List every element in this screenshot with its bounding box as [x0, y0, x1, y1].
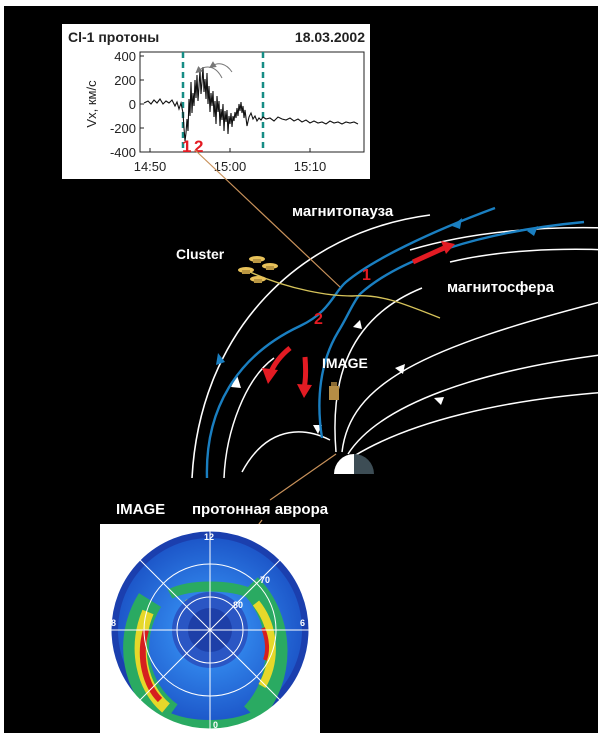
arrowhead-icon	[231, 375, 241, 388]
region-label-1: 1	[362, 267, 371, 284]
arrowhead-icon	[395, 364, 405, 374]
polar-label-0: 0	[213, 720, 218, 730]
field-line-white	[241, 431, 331, 473]
cluster-label: Cluster	[176, 246, 225, 262]
earth-icon	[334, 454, 374, 474]
arrowhead-icon	[353, 320, 362, 329]
polar-label-18: 18	[106, 618, 116, 628]
flow-arrow-icon	[301, 356, 309, 389]
arrowhead-icon	[527, 226, 538, 236]
field-line-white	[223, 357, 275, 479]
pointer-line	[269, 453, 337, 501]
arrowhead-icon	[434, 397, 444, 405]
polar-label-12: 12	[204, 532, 214, 542]
arrowhead-icon	[216, 353, 225, 365]
field-line-white	[341, 299, 608, 453]
magnetopause-label: магнитопауза	[292, 203, 394, 220]
polar-label-6: 6	[300, 618, 305, 628]
flow-arrow-icon	[297, 384, 312, 398]
pointer-line	[194, 149, 341, 288]
arrowhead-icon	[452, 218, 462, 229]
field-line-white	[191, 214, 431, 479]
plot-inset: Cl-1 протоны 18.03.2002 400 200 0 -200 -…	[62, 24, 370, 179]
plot-marker-1: 1	[182, 137, 191, 156]
polar-ring-label: 70	[260, 575, 270, 585]
ytick-label: -400	[110, 145, 136, 160]
plot-title: Cl-1 протоны	[68, 29, 159, 45]
polar-ring-label: 60	[286, 553, 296, 563]
plot-date: 18.03.2002	[295, 29, 365, 45]
field-line-white	[347, 353, 608, 455]
y-axis-label: Vx, км/с	[84, 80, 99, 128]
aurora-polar-image: 12 18 6 0 60 70 80	[100, 524, 320, 734]
field-lines	[191, 206, 608, 479]
xtick-label: 15:00	[214, 159, 247, 174]
field-line-white	[449, 248, 608, 263]
velocity-trace	[143, 66, 359, 142]
flow-arrow-icon	[411, 245, 446, 265]
ytick-label: -200	[110, 121, 136, 136]
field-line-white	[353, 391, 608, 457]
cluster-trajectory	[249, 271, 441, 319]
ytick-label: 200	[114, 73, 136, 88]
polar-ring-label: 80	[233, 600, 243, 610]
field-line-blue	[318, 220, 585, 439]
ytick-label: 0	[129, 97, 136, 112]
image-satellite-icon	[329, 382, 339, 400]
field-line-white	[334, 287, 423, 453]
image-satellite-label: IMAGE	[322, 355, 368, 371]
xtick-label: 15:10	[294, 159, 327, 174]
proton-aurora-label: протонная аврора	[192, 501, 329, 518]
flow-arrow-icon	[441, 241, 455, 254]
xtick-label: 14:50	[134, 159, 167, 174]
region-label-2: 2	[314, 311, 323, 328]
cluster-satellites-icon	[238, 256, 278, 283]
field-line-blue	[205, 206, 496, 479]
field-line-white	[409, 226, 608, 251]
plot-marker-2: 2	[194, 137, 203, 156]
flow-arrow-icon	[209, 61, 233, 73]
magnetosphere-label: магнитосфера	[447, 279, 555, 296]
image-title: IMAGE	[116, 501, 165, 518]
ytick-label: 400	[114, 49, 136, 64]
flow-arrow-icon	[262, 368, 278, 384]
